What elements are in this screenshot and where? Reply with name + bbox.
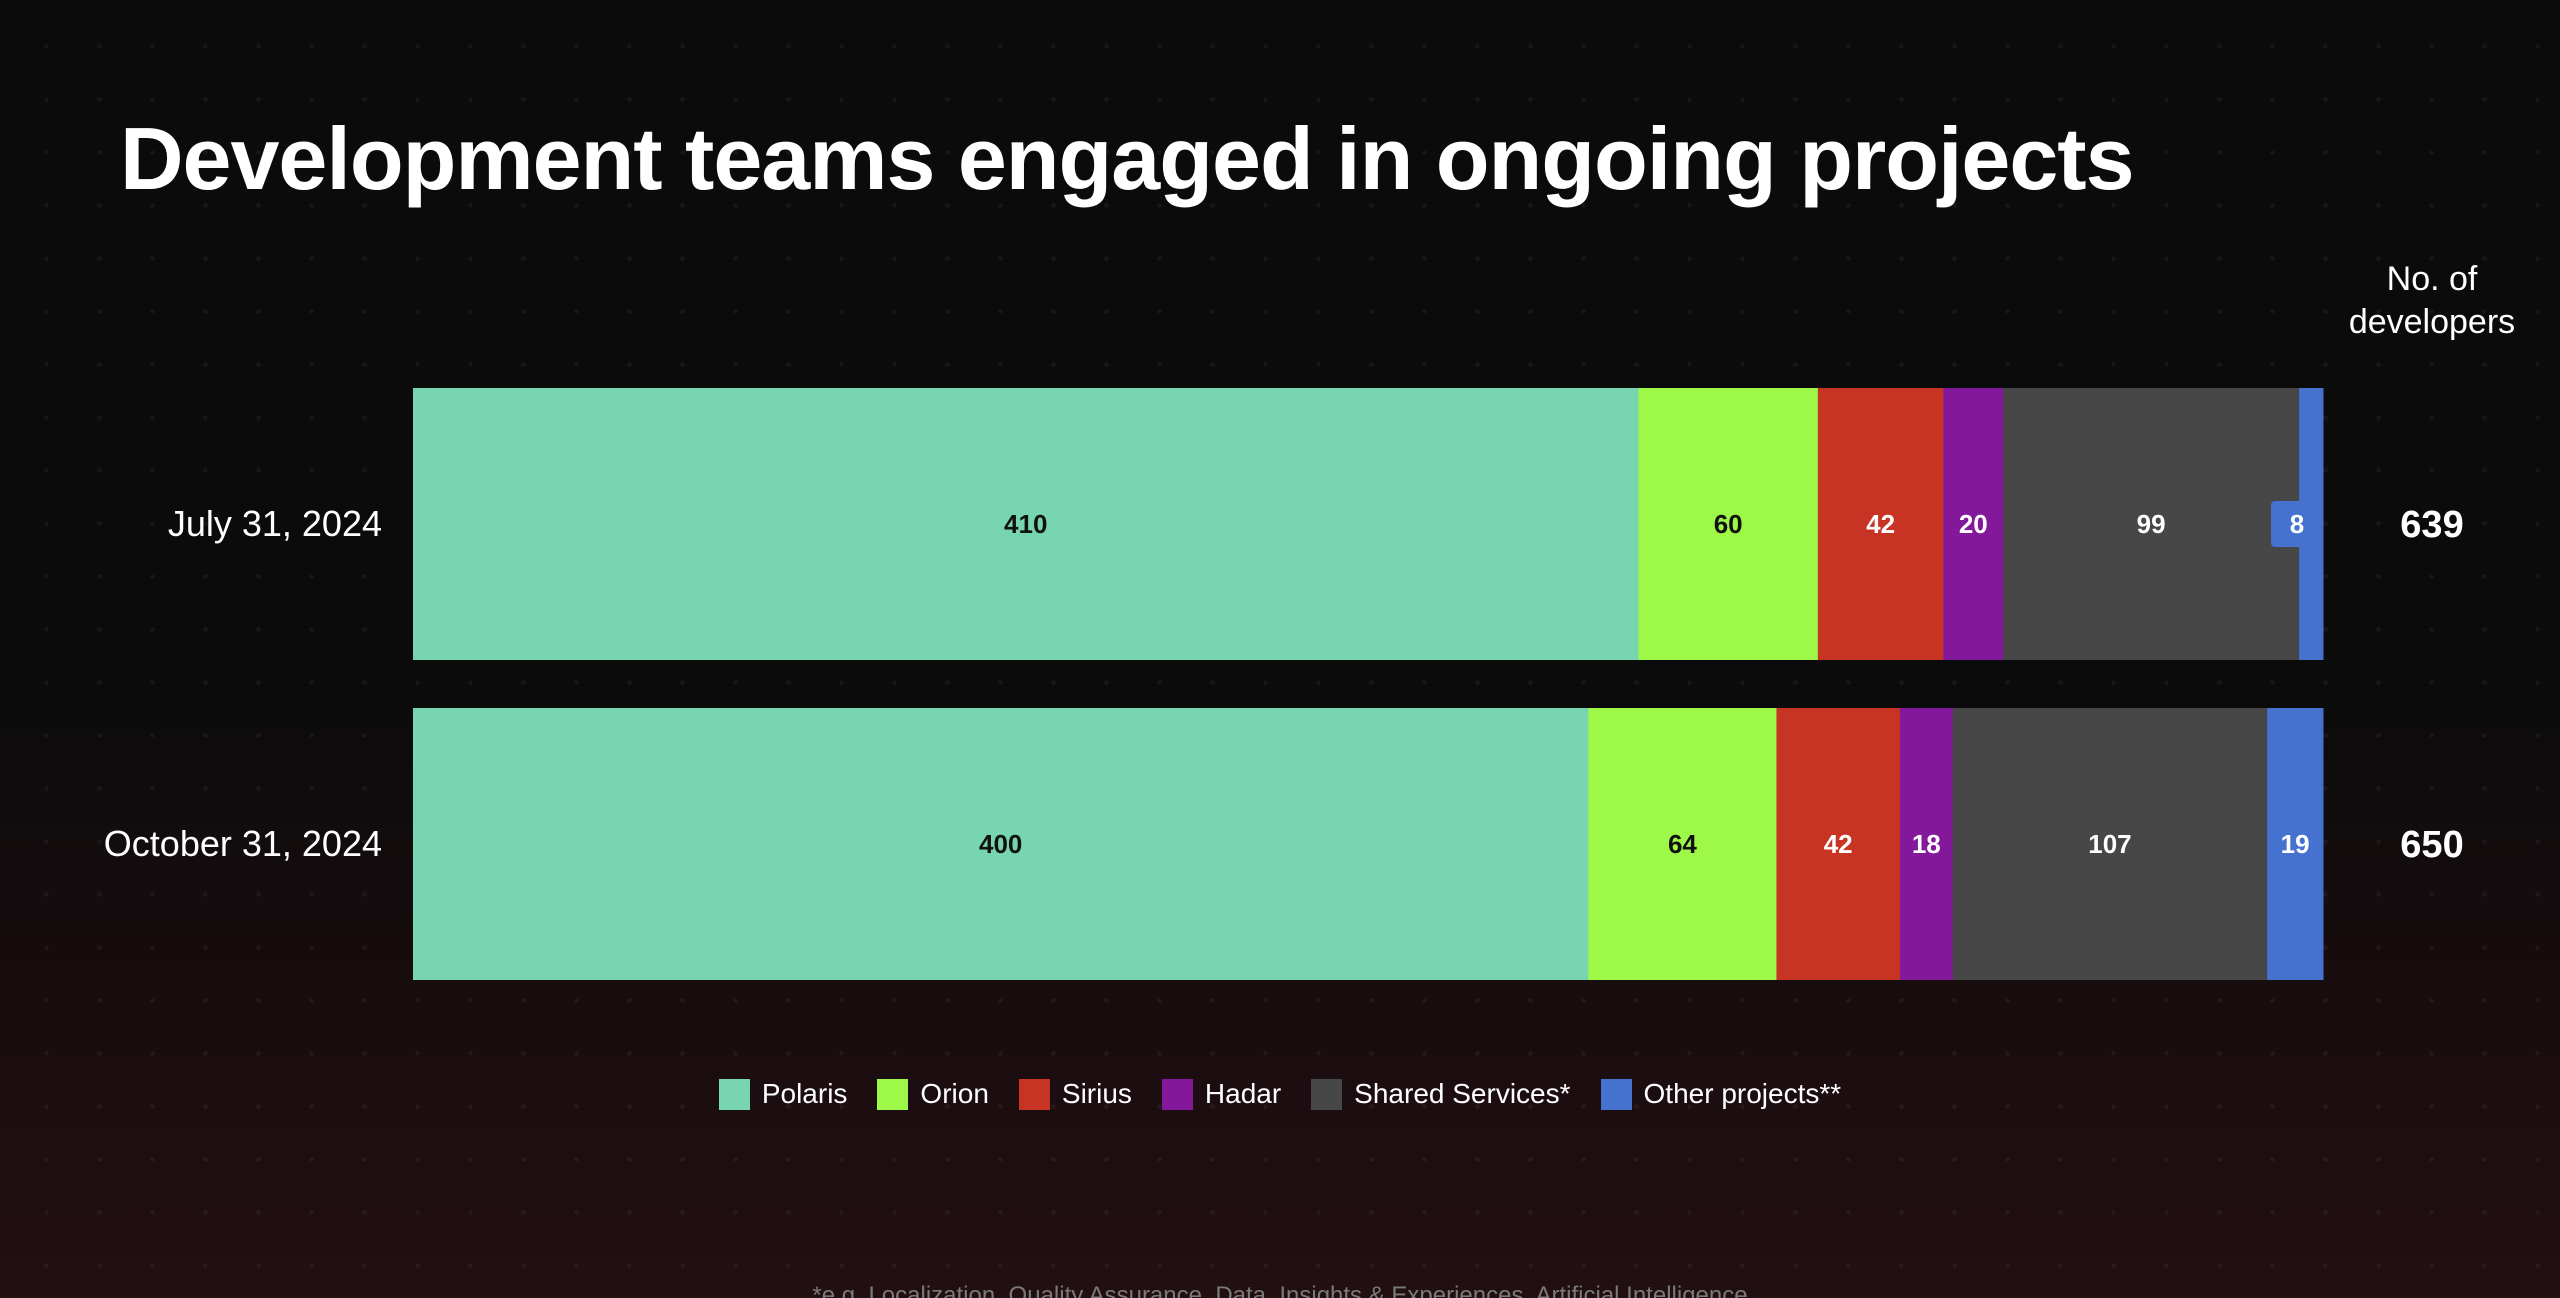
legend-swatch [1311, 1078, 1343, 1110]
bar-segment [1776, 708, 1901, 980]
legend-label: Polaris [761, 1078, 848, 1109]
bar-segment [2267, 708, 2324, 980]
data-label: 60 [1714, 509, 1743, 539]
legend-label: Other projects** [1643, 1078, 1842, 1109]
legend-label: Hadar [1204, 1078, 1282, 1109]
data-label: 99 [2137, 509, 2166, 539]
legend-item: Orion [877, 1078, 989, 1110]
data-label: 400 [979, 829, 1022, 859]
bar-segment [1943, 388, 2004, 660]
bar-segment [1899, 708, 1954, 980]
bar-segment [1638, 388, 1819, 660]
legend-swatch [718, 1078, 750, 1110]
legend-item: Sirius [1018, 1078, 1132, 1110]
total-header-line: No. of [2387, 260, 2478, 298]
legend-swatch [1600, 1078, 1632, 1110]
bar-segment [1588, 708, 1777, 980]
data-label: 20 [1959, 509, 1988, 539]
category-label: October 31, 2024 [104, 823, 382, 864]
bar-segment [413, 708, 1589, 980]
data-label-box [2271, 501, 2323, 547]
data-label: 410 [1004, 509, 1047, 539]
legend-label: Shared Services* [1354, 1078, 1571, 1109]
total-value: 639 [2400, 504, 2463, 546]
data-label: 64 [1668, 829, 1697, 859]
bar-segment [2003, 388, 2300, 660]
total-value: 650 [2400, 824, 2463, 866]
legend-swatch [877, 1078, 909, 1110]
legend-swatch [1161, 1078, 1193, 1110]
data-label: 42 [1866, 509, 1895, 539]
legend-label: Sirius [1061, 1078, 1132, 1109]
data-label: 107 [2088, 829, 2131, 859]
chart-legend: Polaris Orion Sirius Hadar Shared Services* O… [0, 1078, 2560, 1110]
category-label: July 31, 2024 [168, 503, 382, 544]
legend-label: Orion [920, 1078, 989, 1109]
legend-item: Other projects** [1600, 1078, 1842, 1110]
legend-item: Shared Services* [1311, 1078, 1571, 1110]
legend-item: Hadar [1161, 1078, 1282, 1110]
data-label: 18 [1912, 829, 1941, 859]
data-label: 19 [2281, 829, 2310, 859]
legend-swatch [1018, 1078, 1050, 1110]
footnote: *e.g. Localization, Quality Assurance, D… [812, 1282, 1748, 1298]
bar-segment [413, 388, 1640, 660]
legend-item: Polaris [718, 1078, 848, 1110]
chart-title: Development teams engaged in ongoing pro… [120, 109, 2135, 208]
data-label: 42 [1824, 829, 1853, 859]
total-header: No. of developers [2349, 260, 2515, 341]
bar-segment [1817, 388, 1944, 660]
data-label: 8 [2290, 509, 2304, 539]
total-header-line: developers [2349, 303, 2515, 341]
bar-segment [1952, 708, 2268, 980]
